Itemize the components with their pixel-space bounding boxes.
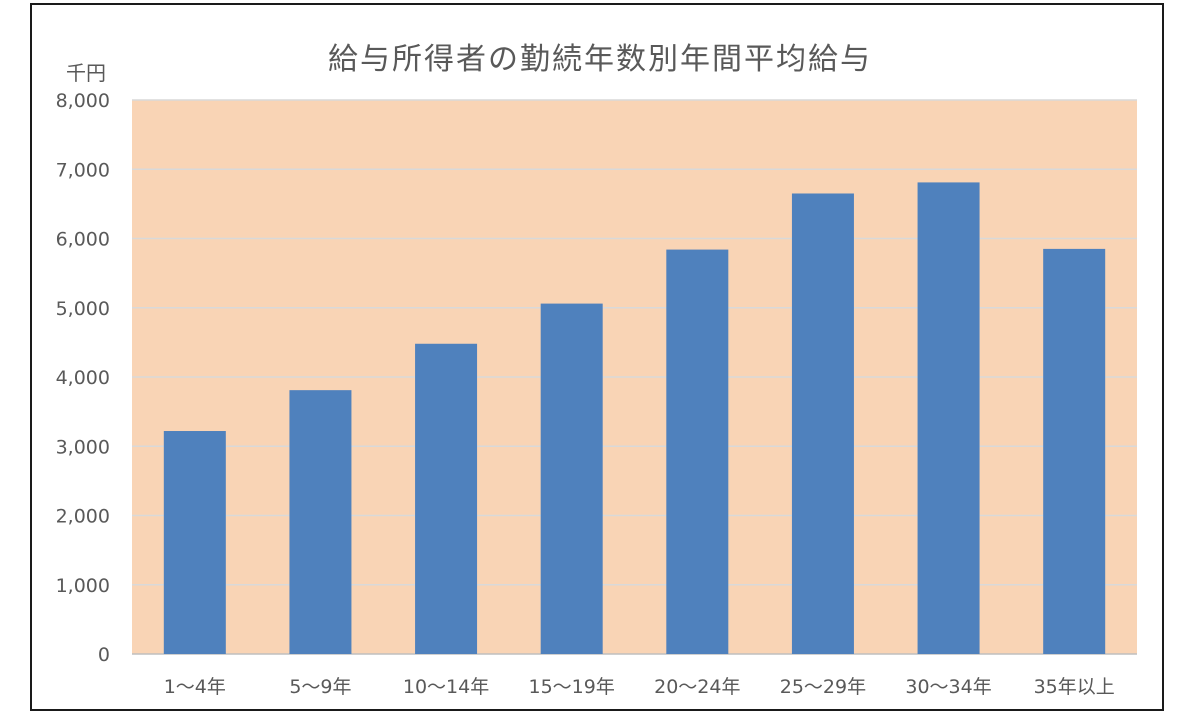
y-tick-label: 1,000 — [56, 575, 110, 597]
y-tick-label: 0 — [98, 644, 110, 666]
bar — [917, 182, 980, 654]
bar — [163, 431, 226, 654]
x-tick-label: 1～4年 — [164, 676, 226, 698]
y-axis-unit-label: 千円 — [66, 61, 106, 85]
x-tick-label: 25～29年 — [780, 676, 866, 698]
x-tick-label: 20～24年 — [654, 676, 740, 698]
y-tick-label: 3,000 — [56, 436, 110, 458]
x-tick-label: 5～9年 — [289, 676, 351, 698]
bar — [540, 303, 603, 654]
bar — [289, 390, 352, 654]
y-tick-label: 2,000 — [56, 506, 110, 528]
bar — [791, 193, 854, 655]
bar — [415, 343, 478, 654]
bar — [1043, 248, 1106, 654]
y-tick-label: 4,000 — [56, 367, 110, 389]
y-tick-label: 5,000 — [56, 298, 110, 320]
y-tick-label: 8,000 — [56, 90, 110, 112]
x-tick-label: 35年以上 — [1034, 676, 1115, 698]
y-tick-label: 7,000 — [56, 159, 110, 181]
x-tick-label: 30～34年 — [905, 676, 991, 698]
x-tick-label: 15～19年 — [529, 676, 615, 698]
bar — [666, 249, 729, 654]
y-tick-label: 6,000 — [56, 229, 110, 251]
x-tick-label: 10～14年 — [403, 676, 489, 698]
chart-title: 給与所得者の勤続年数別年間平均給与 — [328, 42, 872, 77]
